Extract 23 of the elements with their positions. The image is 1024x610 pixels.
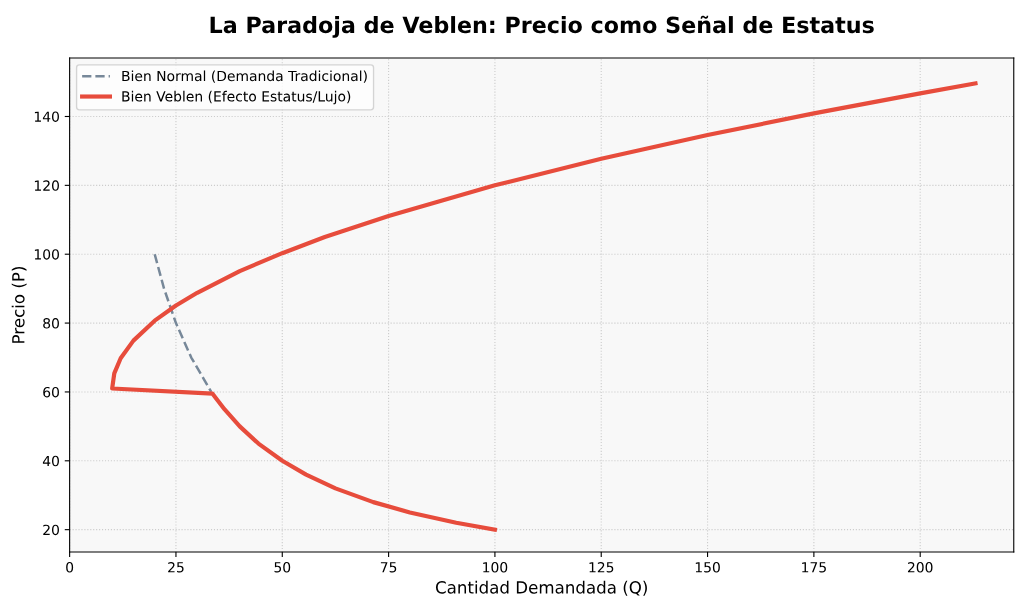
y-tick-label: 20 xyxy=(43,524,59,536)
legend-label: Bien Veblen (Efecto Estatus/Lujo) xyxy=(122,90,351,105)
y-tick-label: 100 xyxy=(34,249,59,260)
chart-title: La Paradoja de Veblen: Precio como Señal de Estatus xyxy=(210,15,874,38)
x-tick-label: 0 xyxy=(66,562,74,573)
x-tick-label: 175 xyxy=(802,562,826,573)
x-tick-label: 100 xyxy=(483,562,508,573)
line-series xyxy=(110,81,978,532)
y-tick-label: 40 xyxy=(42,455,59,467)
x-tick-label: 75 xyxy=(380,562,397,573)
x-tick-label: 125 xyxy=(589,562,614,573)
y-tick-label: 140 xyxy=(34,111,59,122)
y-axis-title: Precio (P) xyxy=(11,267,27,343)
x-tick-label: 200 xyxy=(907,562,933,573)
y-tick-label: 80 xyxy=(43,318,59,329)
y-tick-label: 60 xyxy=(43,386,59,398)
x-tick-label: 50 xyxy=(274,562,291,573)
x-tick-label: 150 xyxy=(695,562,720,573)
x-axis-title: Cantidad Demandada (Q) xyxy=(435,580,647,596)
y-tick-label: 120 xyxy=(34,180,59,191)
line-series xyxy=(153,252,213,394)
legend-label: Bien Normal (Demanda Tradicional) xyxy=(122,70,367,83)
x-tick-label: 25 xyxy=(168,562,184,573)
